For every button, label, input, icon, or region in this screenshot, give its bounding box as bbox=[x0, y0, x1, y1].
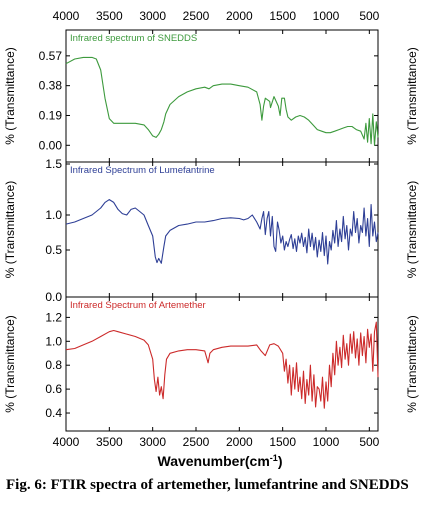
bottom-x-tick-label: 3500 bbox=[96, 435, 123, 449]
bottom-x-tick-label: 4000 bbox=[53, 435, 80, 449]
y-tick-label: 1.0 bbox=[45, 208, 62, 222]
y-tick-label: 0.00 bbox=[39, 138, 63, 152]
panel: 0.4 0.6 0.8 1.0 1.2 % (Transmittance) % (Trans… bbox=[3, 296, 419, 432]
y-tick-label: 0.5 bbox=[45, 243, 62, 257]
top-x-tick-label: 500 bbox=[359, 9, 379, 23]
top-x-axis: 4000 3500 3000 2500 2000 1500 1000 500 bbox=[53, 9, 380, 23]
y-axis-label-right: % (Transmittance) bbox=[405, 315, 419, 413]
panel-frame bbox=[65, 161, 379, 298]
y-tick-label: 1.0 bbox=[45, 334, 62, 348]
bottom-x-tick-label: 1500 bbox=[269, 435, 296, 449]
panel-title: Infrared Spectrum of Artemether bbox=[70, 300, 206, 311]
y-axis-label-right: % (Transmittance) bbox=[405, 47, 419, 145]
y-tick-label: 0.4 bbox=[45, 406, 62, 420]
bottom-x-tick-label: 2000 bbox=[226, 435, 253, 449]
panel-frame bbox=[65, 296, 379, 432]
y-tick-label: 0.0 bbox=[45, 290, 62, 304]
panel-title: Infrared spectrum of SNEDDS bbox=[70, 33, 197, 44]
top-x-tick-label: 1000 bbox=[313, 9, 340, 23]
panel-title: Infrared Spectrum of Lumefantrine bbox=[70, 165, 215, 176]
y-axis-label: % (Transmittance) bbox=[3, 315, 17, 413]
top-x-tick-label: 3000 bbox=[139, 9, 166, 23]
spectrum-line bbox=[65, 56, 379, 146]
spectra-panels: 0.00 0.19 0.38 0.57 % (Transmittance) % (Tran… bbox=[3, 29, 419, 432]
y-axis-label: % (Transmittance) bbox=[3, 47, 17, 145]
bottom-x-tick-label: 3000 bbox=[139, 435, 166, 449]
y-tick-label: 0.8 bbox=[45, 358, 62, 372]
top-x-tick-label: 1500 bbox=[269, 9, 296, 23]
y-tick-label: 1.5 bbox=[45, 157, 62, 171]
panel: 0.0 0.5 1.0 1.5 % (Transmittance) % (Transmit… bbox=[3, 157, 419, 304]
bottom-x-axis: 4000 3500 3000 2500 2000 1500 1000 500 bbox=[53, 435, 380, 449]
y-tick-label: 0.57 bbox=[39, 49, 63, 63]
top-x-tick-label: 2500 bbox=[183, 9, 210, 23]
y-axis-label: % (Transmittance) bbox=[3, 181, 17, 279]
bottom-x-tick-label: 500 bbox=[359, 435, 379, 449]
x-axis-label: Wavenumber(cm-1) bbox=[158, 453, 283, 469]
top-x-tick-label: 3500 bbox=[96, 9, 123, 23]
y-tick-label: 0.19 bbox=[39, 108, 63, 122]
y-tick-label: 1.2 bbox=[45, 310, 62, 324]
spectrum-line bbox=[65, 199, 379, 265]
spectrum-line bbox=[65, 321, 379, 409]
y-tick-label: 0.6 bbox=[45, 382, 62, 396]
ftir-figure: 0.00 0.19 0.38 0.57 % (Transmittance) % (Tran… bbox=[3, 9, 419, 469]
figure-caption: Fig. 6: FTIR spectra of artemether, lume… bbox=[6, 477, 409, 493]
panel: 0.00 0.19 0.38 0.57 % (Transmittance) % (Tran… bbox=[3, 29, 419, 163]
top-x-tick-label: 4000 bbox=[53, 9, 80, 23]
bottom-x-tick-label: 1000 bbox=[313, 435, 340, 449]
top-x-tick-label: 2000 bbox=[226, 9, 253, 23]
bottom-x-tick-label: 2500 bbox=[183, 435, 210, 449]
y-axis-label-right: % (Transmittance) bbox=[405, 181, 419, 279]
panel-frame bbox=[65, 29, 379, 163]
y-tick-label: 0.38 bbox=[39, 79, 63, 93]
